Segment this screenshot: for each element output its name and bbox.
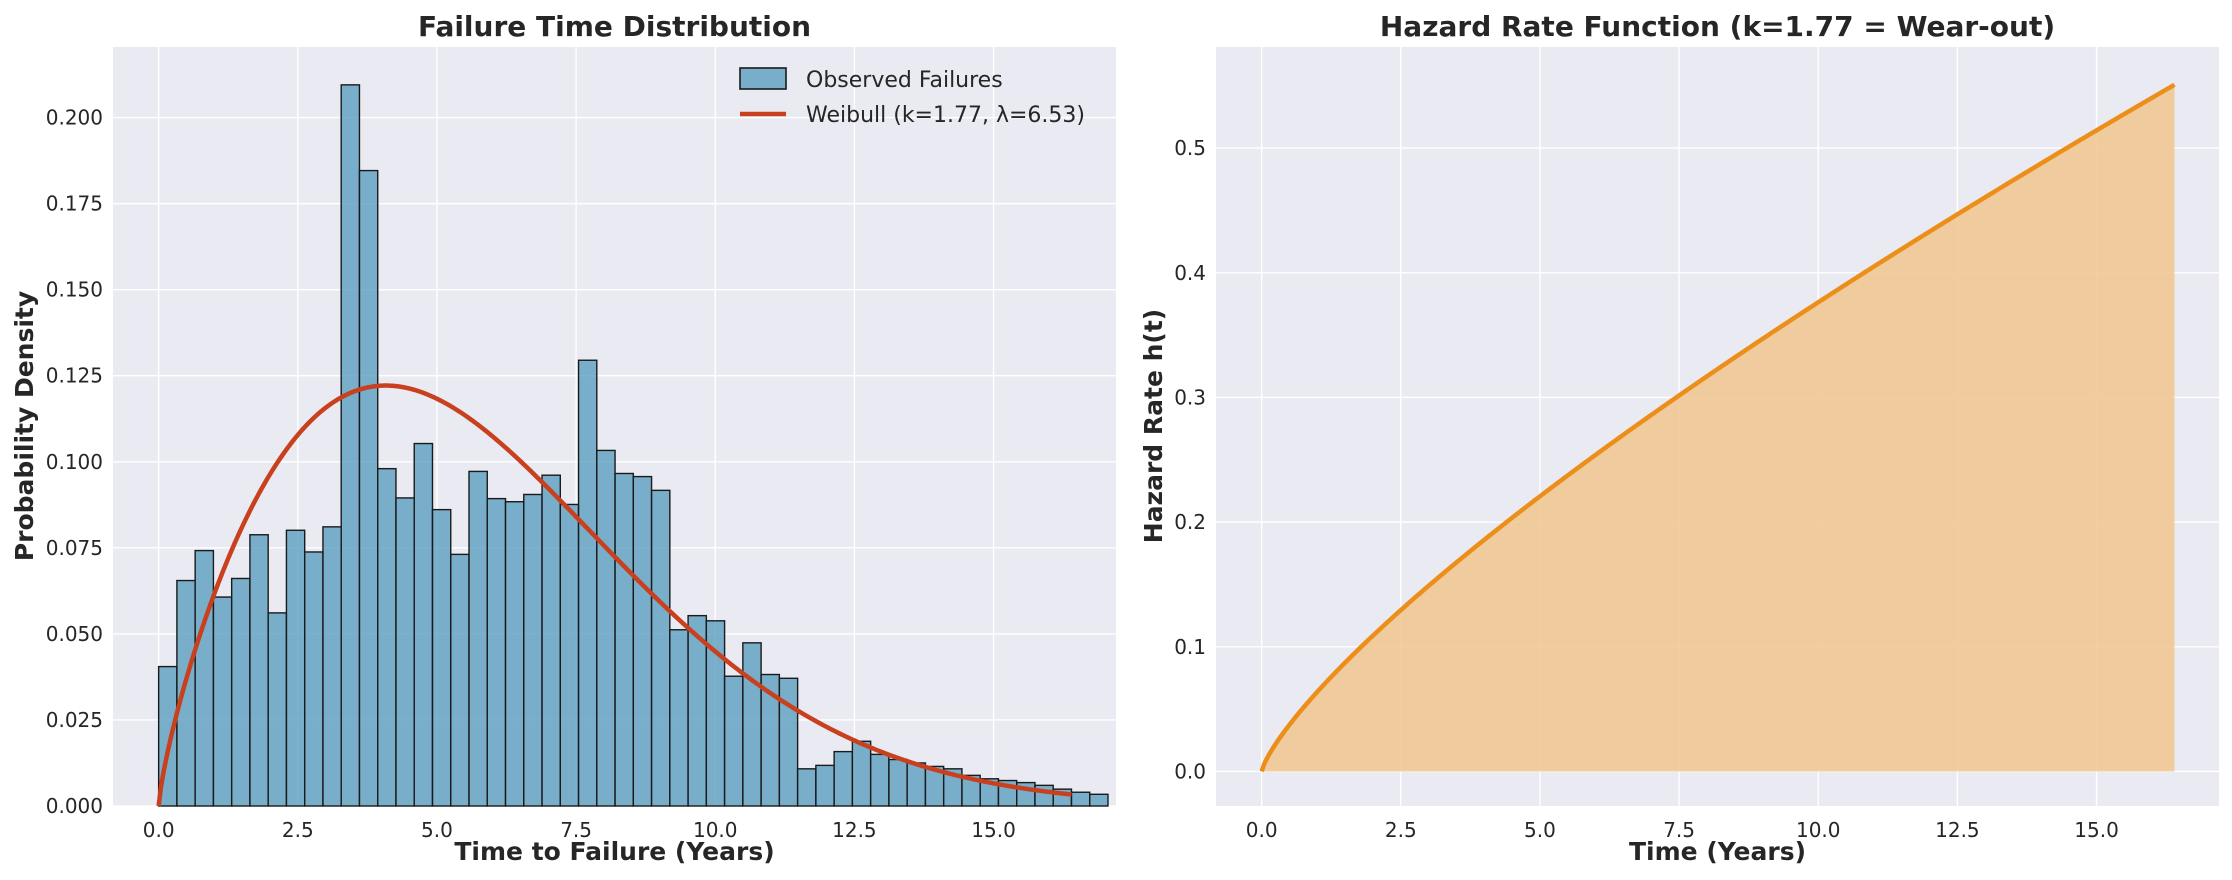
histogram-bar (577, 359, 598, 807)
y-tick-label: 0.0 (1174, 759, 1206, 783)
x-tick-labels: 0.0 2.5 5.0 7.5 10.0 12.5 15.0 (143, 818, 1016, 842)
hazard-area-fill (1261, 84, 2175, 772)
y-tick-label: 0.5 (1174, 136, 1206, 160)
histogram-bar (176, 579, 196, 807)
y-tick-label: 0.4 (1174, 261, 1206, 285)
histogram-bar (230, 577, 251, 807)
x-tick-label: 10.0 (1796, 818, 1841, 842)
histogram-bar (340, 84, 361, 807)
x-tick-label: 2.5 (1385, 818, 1417, 842)
hazard-area-layer (1259, 82, 2176, 773)
x-tick-label: 0.0 (143, 818, 175, 842)
x-tick-labels: 0.0 2.5 5.0 7.5 10.0 12.5 15.0 (1246, 818, 2119, 842)
hazard-rate-line (1259, 82, 2176, 773)
histogram-bar (249, 534, 269, 807)
y-tick-label: 0.025 (46, 708, 103, 732)
weibull-curve-layer (156, 383, 1072, 807)
histogram-bar (450, 553, 470, 807)
y-tick-label: 0.125 (46, 364, 103, 388)
histogram-bar (906, 762, 927, 807)
y-axis-label: Probability Density (10, 291, 39, 561)
x-tick-label: 0.0 (1246, 818, 1278, 842)
histogram-bar (851, 740, 872, 807)
chart-title: Hazard Rate Function (k=1.77 = Wear-out) (1380, 10, 2055, 43)
legend-label-observed: Observed Failures (806, 68, 1003, 93)
histogram-bar (614, 472, 635, 807)
hazard-panel: 0.0 2.5 5.0 7.5 10.0 12.5 15.0 0.0 0.1 0.2 0.3 0.4… (1139, 10, 2219, 866)
histogram-bar (212, 596, 233, 807)
y-tick-labels: 0.000 0.025 0.050 0.075 0.100 0.125 0.150 0.175… (46, 106, 103, 818)
x-tick-label: 5.0 (1524, 818, 1556, 842)
histogram-bar (742, 642, 762, 807)
histogram-bar (267, 612, 288, 807)
x-axis-label: Time to Failure (Years) (454, 837, 774, 866)
legend-label-weibull: Weibull (k=1.77, λ=6.53) (806, 103, 1085, 128)
x-tick-label: 7.5 (1663, 818, 1695, 842)
y-tick-label: 0.175 (46, 192, 103, 216)
x-axis-label: Time (Years) (1629, 837, 1806, 866)
histogram-bar (358, 169, 379, 807)
histogram-bar (322, 526, 342, 807)
x-tick-label: 12.5 (1935, 818, 1980, 842)
y-tick-label: 0.150 (46, 278, 103, 302)
histogram-bar (523, 493, 543, 807)
histogram-bar (431, 508, 452, 807)
histogram-bar (632, 475, 653, 807)
y-tick-label: 0.3 (1174, 385, 1206, 409)
histogram-bar (815, 764, 835, 807)
weibull-pdf-curve (156, 383, 1072, 807)
histogram-bar (303, 551, 324, 807)
y-axis-label: Hazard Rate h(t) (1139, 309, 1168, 543)
histogram-bar (778, 677, 799, 807)
histogram-bar (869, 753, 890, 807)
legend-swatch-observed (739, 67, 787, 90)
histogram-bars (157, 84, 1109, 807)
histogram-bar (650, 489, 671, 807)
histogram-bar (194, 549, 215, 807)
histogram-bar (1070, 791, 1091, 807)
histogram-bar (468, 470, 488, 807)
histogram-bar (796, 768, 817, 807)
x-tick-label: 15.0 (971, 818, 1016, 842)
y-tick-label: 0.2 (1174, 510, 1206, 534)
x-tick-label: 10.0 (693, 818, 738, 842)
x-tick-label: 2.5 (282, 818, 314, 842)
histogram-bar (541, 474, 561, 807)
histogram-panel: 0.0 2.5 5.0 7.5 10.0 12.5 15.0 0.000 0.025 0.050… (10, 10, 1116, 866)
legend: Observed Failures Weibull (k=1.77, λ=6.5… (739, 67, 1085, 128)
histogram-bar (833, 750, 854, 807)
x-tick-label: 7.5 (560, 818, 592, 842)
histogram-bar (377, 467, 397, 807)
x-tick-label: 5.0 (421, 818, 453, 842)
y-tick-label: 0.075 (46, 536, 103, 560)
histogram-bar (395, 497, 415, 807)
histogram-bar (723, 675, 744, 807)
histogram-bar (285, 529, 306, 807)
histogram-bar (559, 503, 580, 807)
y-tick-label: 0.000 (46, 794, 103, 818)
y-tick-labels: 0.0 0.1 0.2 0.3 0.4 0.5 (1174, 136, 1206, 783)
histogram-bar (486, 497, 507, 807)
histogram-bar (1089, 793, 1109, 807)
histogram-bar (669, 629, 689, 807)
x-tick-label: 12.5 (832, 818, 877, 842)
y-tick-label: 0.1 (1174, 635, 1206, 659)
histogram-bar (596, 449, 616, 807)
y-tick-label: 0.100 (46, 450, 103, 474)
histogram-bar (504, 501, 525, 807)
x-tick-label: 15.0 (2074, 818, 2119, 842)
histogram-bar (413, 442, 434, 807)
histogram-bar (888, 758, 908, 807)
y-tick-label: 0.200 (46, 106, 103, 130)
y-tick-label: 0.050 (46, 622, 103, 646)
chart-title: Failure Time Distribution (418, 10, 811, 43)
